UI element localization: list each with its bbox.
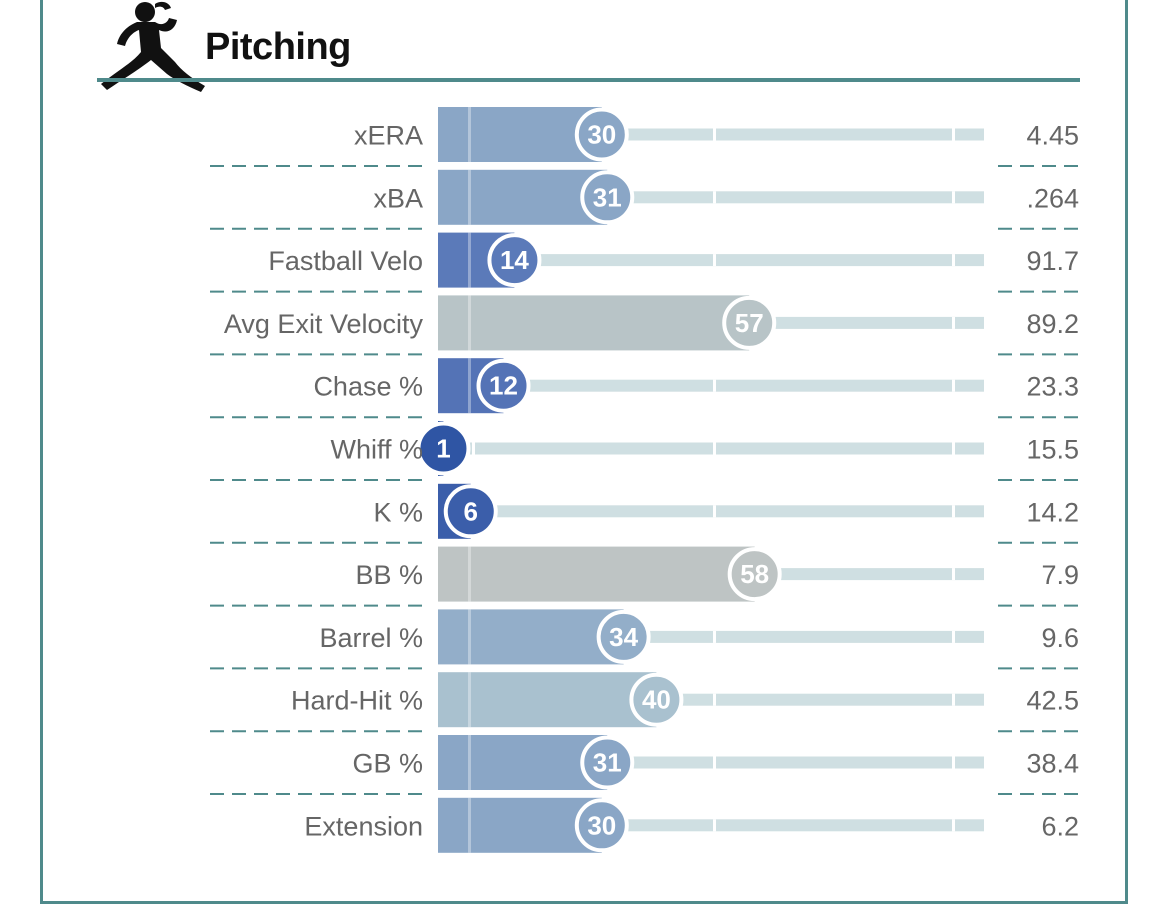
bar-gridline — [468, 232, 471, 288]
bar-gridline — [468, 609, 471, 665]
percentile-marker — [476, 358, 531, 413]
percentile-marker — [596, 609, 651, 664]
bar-gridline — [468, 672, 471, 728]
metric-label: xBA — [373, 183, 423, 213]
percentile-label: 31 — [593, 748, 622, 778]
track-tick — [713, 505, 716, 518]
track-tick — [952, 505, 955, 518]
track-tick — [472, 442, 475, 455]
track-tick — [952, 128, 955, 141]
value-label: 4.45 — [1026, 121, 1079, 151]
bar-gridline — [468, 107, 471, 162]
bar-gridline — [468, 797, 471, 853]
percentile-marker — [629, 672, 684, 727]
percentile-label: 57 — [735, 308, 764, 338]
track-tick — [713, 128, 716, 141]
track-tick — [713, 630, 716, 643]
percentile-label: 31 — [593, 182, 622, 212]
metric-label: Fastball Velo — [268, 246, 423, 276]
percentile-marker — [574, 798, 629, 853]
percentile-label: 6 — [464, 496, 478, 526]
percentile-marker — [580, 170, 635, 225]
percentile-bar — [438, 169, 608, 225]
metric-label: Chase % — [313, 372, 423, 402]
percentile-label: 30 — [587, 120, 616, 150]
metric-label: Whiff % — [330, 435, 423, 465]
section-title: Pitching — [205, 26, 351, 68]
pitcher-silhouette-icon — [101, 1, 205, 92]
percentile-bar — [438, 107, 602, 162]
bar-gridline — [468, 358, 471, 414]
bar-gridline — [468, 546, 471, 602]
track-tick — [713, 379, 716, 392]
track-tick — [713, 191, 716, 204]
value-label: 9.6 — [1041, 623, 1079, 653]
value-label: 14.2 — [1026, 497, 1079, 527]
percentile-marker — [443, 484, 498, 539]
value-label: 7.9 — [1041, 560, 1079, 590]
metric-label: K % — [373, 497, 423, 527]
value-label: 23.3 — [1026, 372, 1079, 402]
track-tick — [952, 693, 955, 706]
percentile-label: 14 — [500, 245, 529, 275]
track-tick — [952, 254, 955, 267]
bar-gridline — [468, 295, 471, 351]
value-label: 91.7 — [1026, 246, 1079, 276]
percentile-label: 1 — [436, 434, 450, 464]
metric-label: BB % — [355, 560, 423, 590]
percentile-label: 30 — [587, 810, 616, 840]
metric-label: Barrel % — [319, 623, 423, 653]
metric-label: xERA — [354, 121, 423, 151]
percentile-label: 34 — [609, 622, 638, 652]
metric-label: Extension — [304, 811, 423, 841]
value-label: 38.4 — [1026, 749, 1079, 779]
percentile-marker — [722, 295, 777, 350]
percentile-label: 40 — [642, 685, 671, 715]
section-header: Pitching — [97, 0, 1080, 92]
percentile-bar — [438, 609, 624, 665]
value-label: 15.5 — [1026, 435, 1079, 465]
track-tick — [952, 191, 955, 204]
percentile-marker — [487, 233, 542, 288]
percentile-marker — [727, 547, 782, 602]
track-tick — [713, 756, 716, 769]
track-tick — [952, 442, 955, 455]
percentile-bar — [438, 295, 750, 351]
percentile-track — [438, 505, 984, 518]
percentile-track — [438, 442, 984, 455]
track-tick — [952, 630, 955, 643]
metric-label: Hard-Hit % — [291, 686, 423, 716]
value-label: 6.2 — [1041, 811, 1079, 841]
track-tick — [952, 819, 955, 832]
percentile-bar — [438, 797, 602, 853]
percentile-marker — [416, 421, 471, 476]
bar-gridline — [468, 735, 471, 790]
metric-label: GB % — [352, 749, 423, 779]
percentile-label: 58 — [740, 559, 769, 589]
track-tick — [713, 254, 716, 267]
percentile-bar — [438, 672, 657, 728]
percentile-marker — [574, 107, 629, 162]
percentile-track — [438, 254, 984, 267]
panel-frame — [40, 0, 1128, 904]
track-tick — [713, 442, 716, 455]
bar-gridline — [468, 169, 471, 225]
percentile-bar — [438, 546, 755, 602]
percentile-track — [438, 379, 984, 392]
track-tick — [952, 568, 955, 581]
track-tick — [713, 693, 716, 706]
track-tick — [713, 819, 716, 832]
value-label: .264 — [1026, 183, 1079, 213]
value-label: 42.5 — [1026, 686, 1079, 716]
track-tick — [952, 756, 955, 769]
percentile-bar — [438, 735, 608, 790]
header-divider — [97, 78, 1080, 82]
percentile-marker — [580, 735, 635, 790]
value-label: 89.2 — [1026, 309, 1079, 339]
track-tick — [952, 316, 955, 329]
track-tick — [952, 379, 955, 392]
metric-label: Avg Exit Velocity — [224, 309, 424, 339]
percentile-label: 12 — [489, 371, 518, 401]
